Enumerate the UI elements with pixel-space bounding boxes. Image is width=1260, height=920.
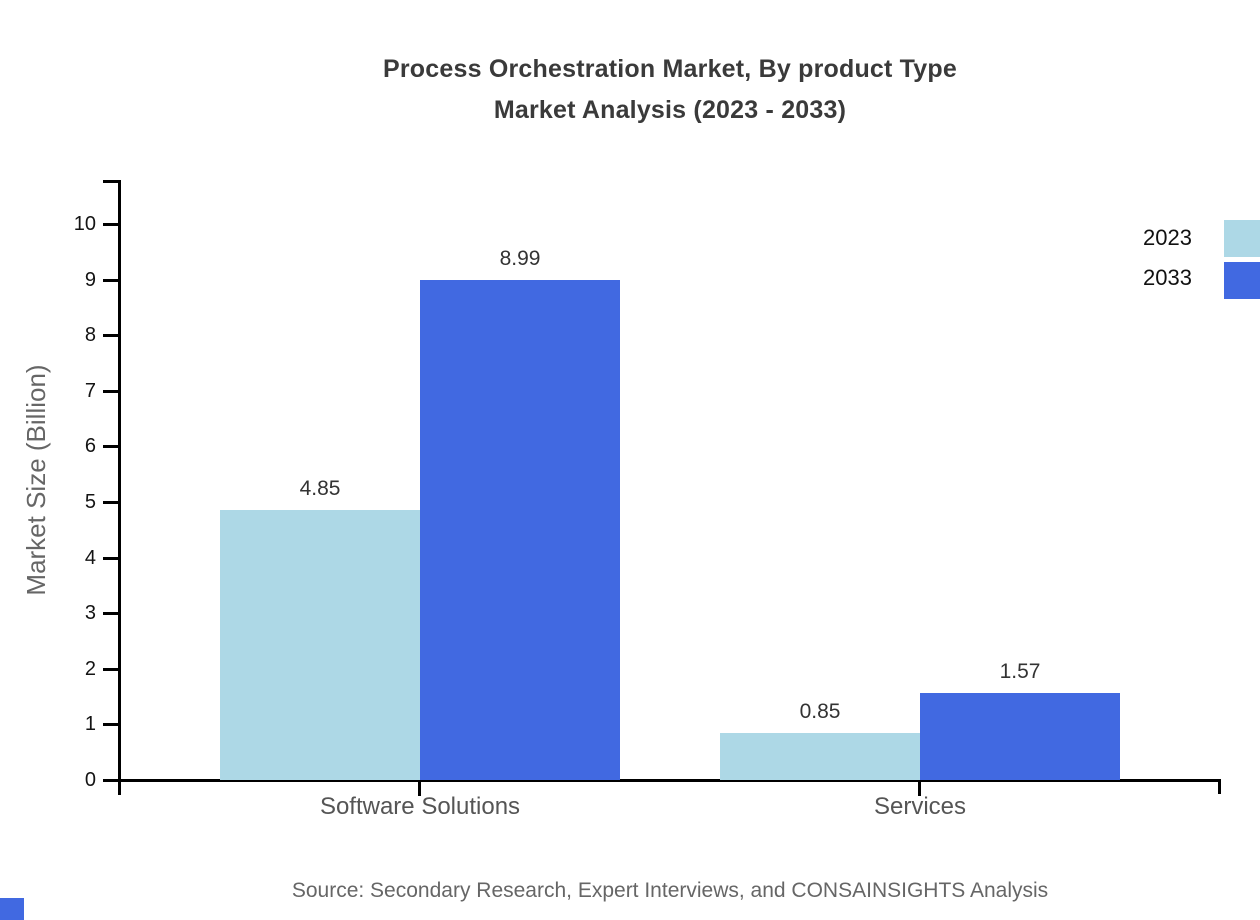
y-axis-line [118,180,121,795]
bar-2033-software-solutions[interactable] [420,280,620,780]
y-tick-label: 0 [84,769,96,791]
category-label: Services [873,793,967,820]
page-title-line1: Process Orchestration Market, By product… [383,55,957,83]
legend-swatch-2023[interactable] [1224,220,1260,257]
x-axis-end-cap [1218,780,1221,794]
y-tick-label: 5 [84,491,96,513]
bar-2033-services[interactable] [920,692,1120,780]
brand-corner-mark [0,898,24,920]
y-tick-label: 8 [84,324,96,347]
bar-2023-services[interactable] [720,732,920,780]
legend-item-2023[interactable]: 2023 [1143,225,1192,250]
y-tick-mark [103,278,119,282]
y-tick-mark [103,389,119,393]
bar-value-label: 8.99 [499,247,541,271]
y-tick-mark [103,501,119,504]
y-tick-mark [103,223,119,226]
bar-2023-software-solutions[interactable] [220,510,420,780]
category-label: Software Solutions [319,793,521,820]
legend-item-2033[interactable]: 2033 [1143,265,1192,290]
y-tick-mark [103,334,119,338]
y-tick-mark [103,667,119,671]
y-tick-label: 10 [73,213,96,235]
y-tick-label: 7 [84,379,96,402]
y-tick-mark [103,445,119,449]
y-tick-label: 4 [84,546,96,569]
y-tick-label: 6 [84,435,96,458]
y-tick-label: 3 [84,602,96,625]
y-tick-mark [103,723,119,727]
y-tick-label: 2 [84,657,96,680]
y-tick-mark [103,612,119,616]
y-axis-top-cap [103,180,118,183]
x-axis-line [118,779,1221,782]
source-note: Source: Secondary Research, Expert Inter… [291,879,1049,902]
y-tick-label: 1 [84,713,96,736]
bar-value-label: 1.57 [999,659,1041,683]
page-title-line2: Market Analysis (2023 - 2033) [493,96,847,124]
x-tick-mark [918,782,921,796]
y-tick-label: 9 [84,268,96,291]
x-tick-mark [418,782,421,796]
y-tick-mark [103,779,119,782]
legend-swatch-2033[interactable] [1224,262,1260,299]
page-title: Process Orchestration Market, By product… [80,49,1260,131]
y-tick-mark [103,556,119,560]
bar-value-label: 0.85 [799,699,841,723]
bar-value-label: 4.85 [299,477,341,501]
